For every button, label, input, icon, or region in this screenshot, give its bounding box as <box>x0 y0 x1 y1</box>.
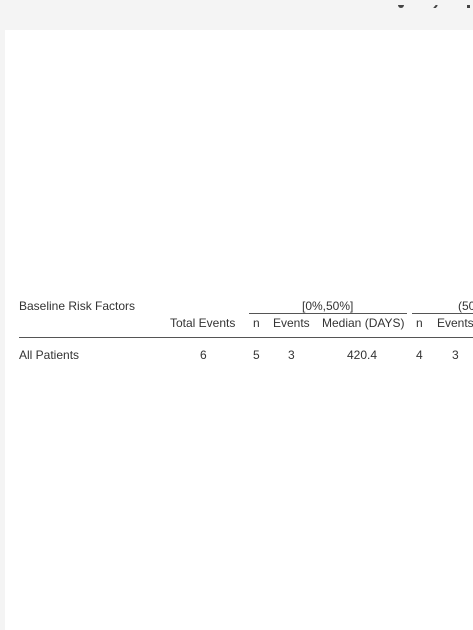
col-header-median: Median (DAYS) <box>322 316 405 330</box>
col-header-total-events: Total Events <box>170 316 236 330</box>
group-header-50-plus: (50 <box>458 299 473 313</box>
group-1-underline <box>249 313 407 314</box>
row-header-label: Baseline Risk Factors <box>19 299 136 313</box>
row-label: All Patients <box>19 348 80 362</box>
risk-table: Baseline Risk Factors [0%,50%] (50 Total… <box>5 30 473 630</box>
top-toolbar <box>0 0 473 30</box>
cell-g1-events: 3 <box>288 348 295 362</box>
cell-g1-n: 5 <box>253 348 260 362</box>
cell-g1-median: 420.4 <box>347 348 378 362</box>
col-header-events-2: Events <box>437 316 473 330</box>
group-header-0-50: [0%,50%] <box>302 299 354 313</box>
cell-g2-n: 4 <box>416 348 423 362</box>
col-header-events: Events <box>273 316 310 330</box>
col-header-n-2: n <box>416 316 423 330</box>
content-panel: Baseline Risk Factors [0%,50%] (50 Total… <box>5 30 473 630</box>
group-2-underline <box>412 313 473 314</box>
cell-g2-events: 3 <box>452 348 459 362</box>
person-icon[interactable] <box>394 0 410 8</box>
collapse-arrow-icon[interactable] <box>429 0 445 8</box>
extra-icon[interactable] <box>464 0 473 8</box>
header-bottom-rule <box>19 337 473 338</box>
cell-total-events: 6 <box>200 348 207 362</box>
col-header-n: n <box>253 316 260 330</box>
